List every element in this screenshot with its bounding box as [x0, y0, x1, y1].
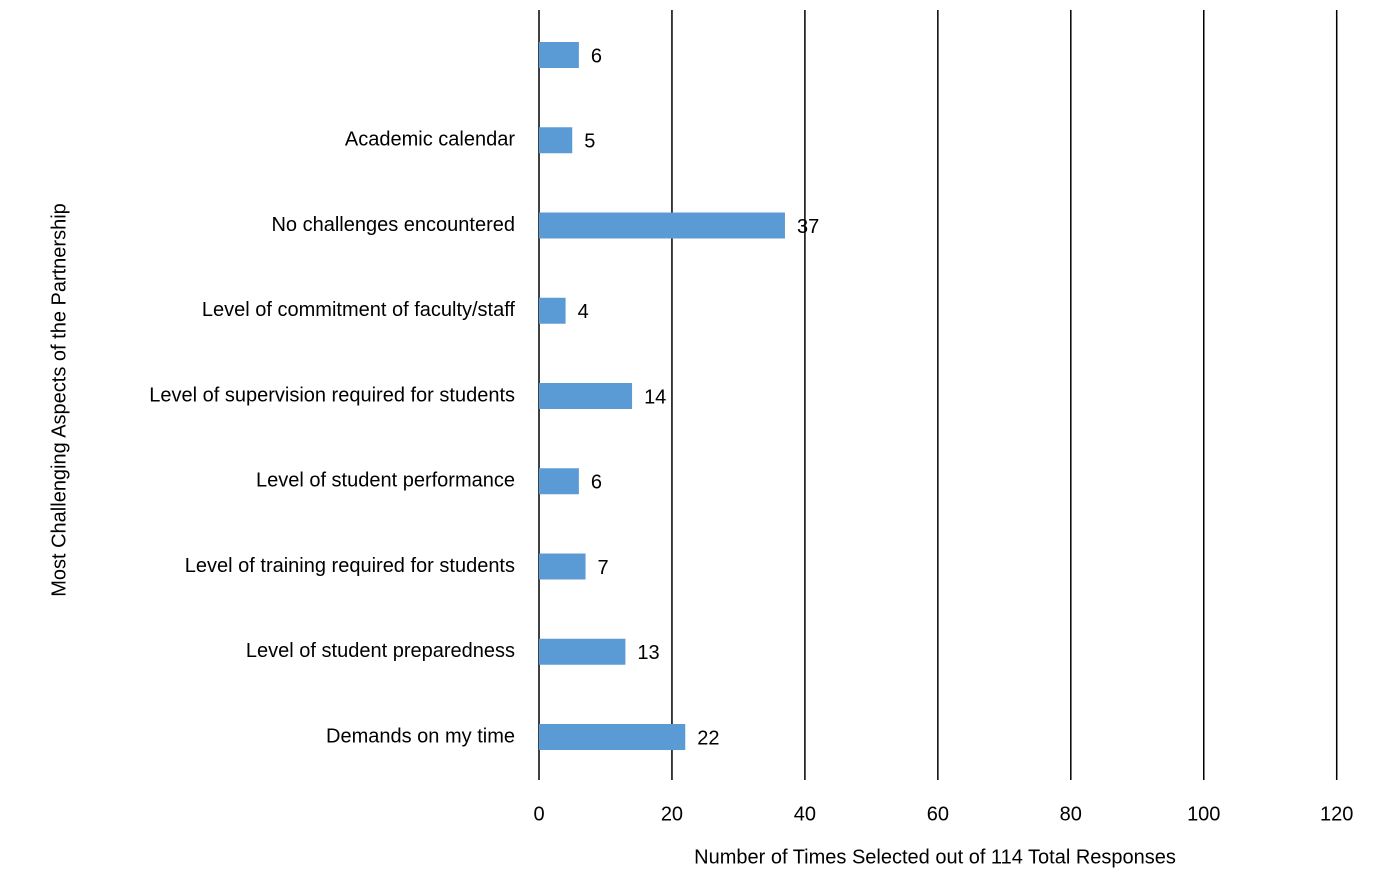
data-label: 5	[584, 131, 595, 153]
data-label: 14	[644, 386, 666, 408]
bar	[539, 553, 586, 580]
y-tick-label: Level of commitment of faculty/staff	[202, 299, 516, 321]
data-label: 6	[591, 45, 602, 67]
y-tick-label: Demands on my time	[326, 725, 515, 747]
data-label: 37	[797, 216, 819, 238]
x-tick-label: 0	[533, 803, 544, 825]
y-axis-label: Most Challenging Aspects of the Partners…	[48, 203, 70, 597]
data-label: 13	[637, 642, 659, 664]
y-tick-label: Level of student performance	[256, 470, 515, 492]
x-tick-label: 60	[927, 803, 949, 825]
y-tick-label: Level of training required for students	[185, 555, 515, 577]
x-tick-label: 80	[1060, 803, 1082, 825]
bar	[539, 638, 626, 665]
bar	[539, 468, 579, 495]
data-label: 7	[598, 557, 609, 579]
bar	[539, 212, 785, 239]
data-label: 6	[591, 472, 602, 494]
bar	[539, 724, 686, 750]
x-tick-label: 40	[794, 803, 816, 825]
x-tick-label: 20	[661, 803, 683, 825]
bar	[539, 297, 566, 324]
bar	[539, 383, 633, 409]
x-tick-label: 100	[1187, 803, 1220, 825]
bar	[539, 127, 573, 154]
y-tick-label: Level of student preparedness	[246, 640, 515, 662]
y-tick-label: Academic calendar	[345, 129, 515, 151]
x-axis-label: Number of Times Selected out of 114 Tota…	[694, 846, 1176, 868]
data-label: 4	[578, 301, 589, 323]
bar	[539, 42, 579, 68]
y-tick-label: No challenges encountered	[271, 214, 515, 236]
data-label: 22	[697, 727, 719, 749]
x-tick-label: 120	[1320, 803, 1353, 825]
y-tick-label: Level of supervision required for studen…	[149, 384, 515, 406]
